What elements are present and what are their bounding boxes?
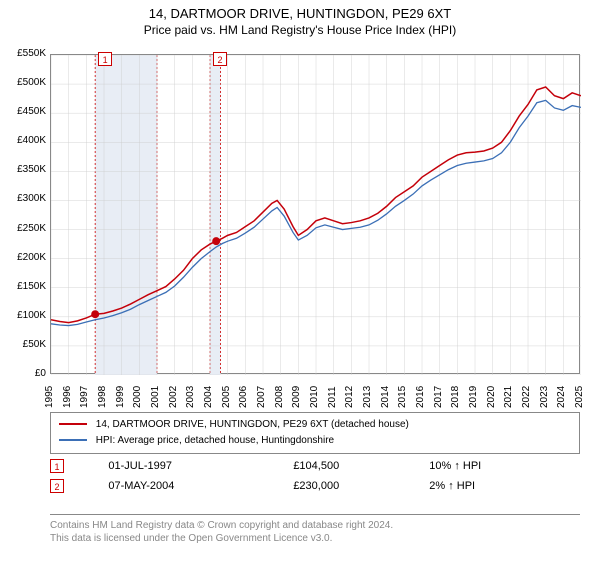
xtick-label: 1997 bbox=[79, 378, 91, 408]
chart-subtitle: Price paid vs. HM Land Registry's House … bbox=[0, 23, 600, 37]
event-row-1: 2 07-MAY-2004 £230,000 2% ↑ HPI bbox=[50, 476, 580, 496]
xtick-label: 2017 bbox=[433, 378, 445, 408]
xtick-label: 1999 bbox=[115, 378, 127, 408]
footer-line-2: This data is licensed under the Open Gov… bbox=[50, 532, 580, 545]
chart-area: £0£50K£100K£150K£200K£250K£300K£350K£400… bbox=[50, 54, 580, 374]
ytick-label: £350K bbox=[4, 164, 46, 175]
legend-swatch-1 bbox=[59, 439, 87, 441]
ytick-label: £550K bbox=[4, 48, 46, 59]
ytick-label: £400K bbox=[4, 135, 46, 146]
xtick-label: 2000 bbox=[132, 378, 144, 408]
xtick-label: 2022 bbox=[521, 378, 533, 408]
xtick-label: 2023 bbox=[539, 378, 551, 408]
xtick-label: 2002 bbox=[168, 378, 180, 408]
xtick-label: 2009 bbox=[291, 378, 303, 408]
ytick-label: £150K bbox=[4, 281, 46, 292]
xtick-label: 2001 bbox=[150, 378, 162, 408]
event-delta-0: 10% ↑ HPI bbox=[429, 456, 580, 476]
xtick-label: 1996 bbox=[62, 378, 74, 408]
chart-container: 14, DARTMOOR DRIVE, HUNTINGDON, PE29 6XT… bbox=[0, 6, 600, 566]
xtick-label: 2008 bbox=[274, 378, 286, 408]
xtick-label: 2012 bbox=[344, 378, 356, 408]
xtick-label: 2019 bbox=[468, 378, 480, 408]
plot-region bbox=[50, 54, 580, 374]
event-marker-1: 2 bbox=[50, 479, 64, 493]
legend-swatch-0 bbox=[59, 423, 87, 425]
xtick-label: 2005 bbox=[221, 378, 233, 408]
xtick-label: 2011 bbox=[327, 378, 339, 408]
legend-text-0: 14, DARTMOOR DRIVE, HUNTINGDON, PE29 6XT… bbox=[96, 419, 409, 430]
event-row-0: 1 01-JUL-1997 £104,500 10% ↑ HPI bbox=[50, 456, 580, 476]
ytick-label: £250K bbox=[4, 223, 46, 234]
ytick-label: £50K bbox=[4, 339, 46, 350]
xtick-label: 2018 bbox=[450, 378, 462, 408]
xtick-label: 2024 bbox=[556, 378, 568, 408]
xtick-label: 1998 bbox=[97, 378, 109, 408]
ytick-label: £500K bbox=[4, 77, 46, 88]
xtick-label: 2025 bbox=[574, 378, 586, 408]
ytick-label: £300K bbox=[4, 193, 46, 204]
events-table: 1 01-JUL-1997 £104,500 10% ↑ HPI 2 07-MA… bbox=[50, 456, 580, 496]
event-marker-0: 1 bbox=[50, 459, 64, 473]
event-price-1: £230,000 bbox=[293, 476, 429, 496]
plot-svg bbox=[51, 55, 581, 375]
legend-entry-1: HPI: Average price, detached house, Hunt… bbox=[59, 433, 571, 449]
xtick-label: 2010 bbox=[309, 378, 321, 408]
ytick-label: £100K bbox=[4, 310, 46, 321]
xtick-label: 2013 bbox=[362, 378, 374, 408]
xtick-label: 2014 bbox=[380, 378, 392, 408]
legend: 14, DARTMOOR DRIVE, HUNTINGDON, PE29 6XT… bbox=[50, 412, 580, 454]
event-delta-1: 2% ↑ HPI bbox=[429, 476, 580, 496]
xtick-label: 2004 bbox=[203, 378, 215, 408]
xtick-label: 2016 bbox=[415, 378, 427, 408]
ytick-label: £0 bbox=[4, 368, 46, 379]
footer: Contains HM Land Registry data © Crown c… bbox=[50, 514, 580, 545]
ytick-label: £450K bbox=[4, 106, 46, 117]
marker-box-1: 1 bbox=[98, 52, 112, 66]
ytick-label: £200K bbox=[4, 252, 46, 263]
xtick-label: 2006 bbox=[238, 378, 250, 408]
footer-line-1: Contains HM Land Registry data © Crown c… bbox=[50, 519, 580, 532]
legend-entry-0: 14, DARTMOOR DRIVE, HUNTINGDON, PE29 6XT… bbox=[59, 417, 571, 433]
xtick-label: 2020 bbox=[486, 378, 498, 408]
xtick-label: 2015 bbox=[397, 378, 409, 408]
marker-box-2: 2 bbox=[213, 52, 227, 66]
event-date-0: 01-JUL-1997 bbox=[108, 456, 293, 476]
xtick-label: 2007 bbox=[256, 378, 268, 408]
event-price-0: £104,500 bbox=[293, 456, 429, 476]
chart-title: 14, DARTMOOR DRIVE, HUNTINGDON, PE29 6XT bbox=[0, 6, 600, 21]
xtick-label: 2003 bbox=[185, 378, 197, 408]
legend-text-1: HPI: Average price, detached house, Hunt… bbox=[96, 435, 334, 446]
xtick-label: 1995 bbox=[44, 378, 56, 408]
event-date-1: 07-MAY-2004 bbox=[108, 476, 293, 496]
xtick-label: 2021 bbox=[503, 378, 515, 408]
